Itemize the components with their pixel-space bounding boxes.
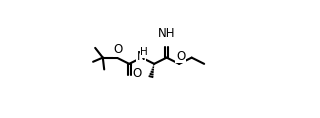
Text: O: O: [176, 50, 186, 63]
Text: N: N: [137, 50, 145, 63]
Text: O: O: [114, 43, 123, 57]
Text: NH: NH: [158, 27, 175, 40]
Text: O: O: [133, 67, 142, 80]
Text: H: H: [140, 47, 148, 57]
